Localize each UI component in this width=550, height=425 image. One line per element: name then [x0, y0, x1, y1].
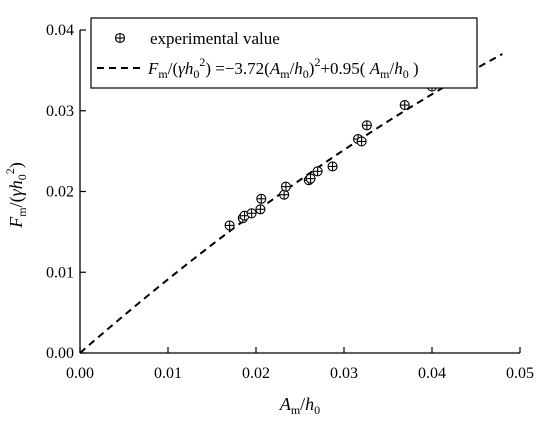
experimental-points [224, 73, 467, 231]
legend-marker-experimental [114, 32, 126, 44]
fit-curve-group [79, 53, 503, 354]
x-tick-label: 0.01 [154, 365, 182, 382]
legend: experimental value Fm/(γh02) =−3.72(Am/h… [90, 17, 478, 89]
data-point [246, 208, 257, 219]
data-point [255, 204, 266, 215]
fit-curve [79, 53, 503, 354]
y-tick-label: 0.04 [46, 22, 74, 39]
legend-label-experimental: experimental value [150, 29, 280, 48]
data-point [279, 189, 290, 200]
x-tick-label: 0.04 [418, 365, 446, 382]
data-point [399, 100, 410, 111]
y-tick-label: 0.03 [46, 103, 74, 120]
data-point [312, 166, 323, 177]
y-tick-label: 0.01 [46, 264, 74, 281]
legend-label-fit: Fm/(γh02) =−3.72(Am/h0)2+0.95( Am/h0 ) [147, 55, 419, 81]
data-point [224, 220, 235, 231]
x-tick-label: 0.02 [242, 365, 270, 382]
x-tick-label: 0.00 [66, 365, 94, 382]
x-axis-title: Am/h0 [279, 394, 320, 417]
axis-ticks: 0.00 0.01 0.02 0.03 0.04 0.05 0.00 0.01 0.02 0.03… [46, 22, 534, 382]
data-point [361, 120, 372, 131]
data-point [305, 173, 316, 184]
y-tick-label: 0.02 [46, 184, 74, 201]
data-point [280, 181, 291, 192]
y-tick-label: 0.00 [46, 345, 74, 362]
x-tick-label: 0.05 [506, 365, 534, 382]
data-point [356, 136, 367, 147]
data-point [327, 161, 338, 172]
legend-box [90, 17, 478, 89]
y-axis-title: Fm/(γh02) [3, 162, 29, 228]
x-tick-label: 0.03 [330, 365, 358, 382]
data-point [256, 193, 267, 204]
